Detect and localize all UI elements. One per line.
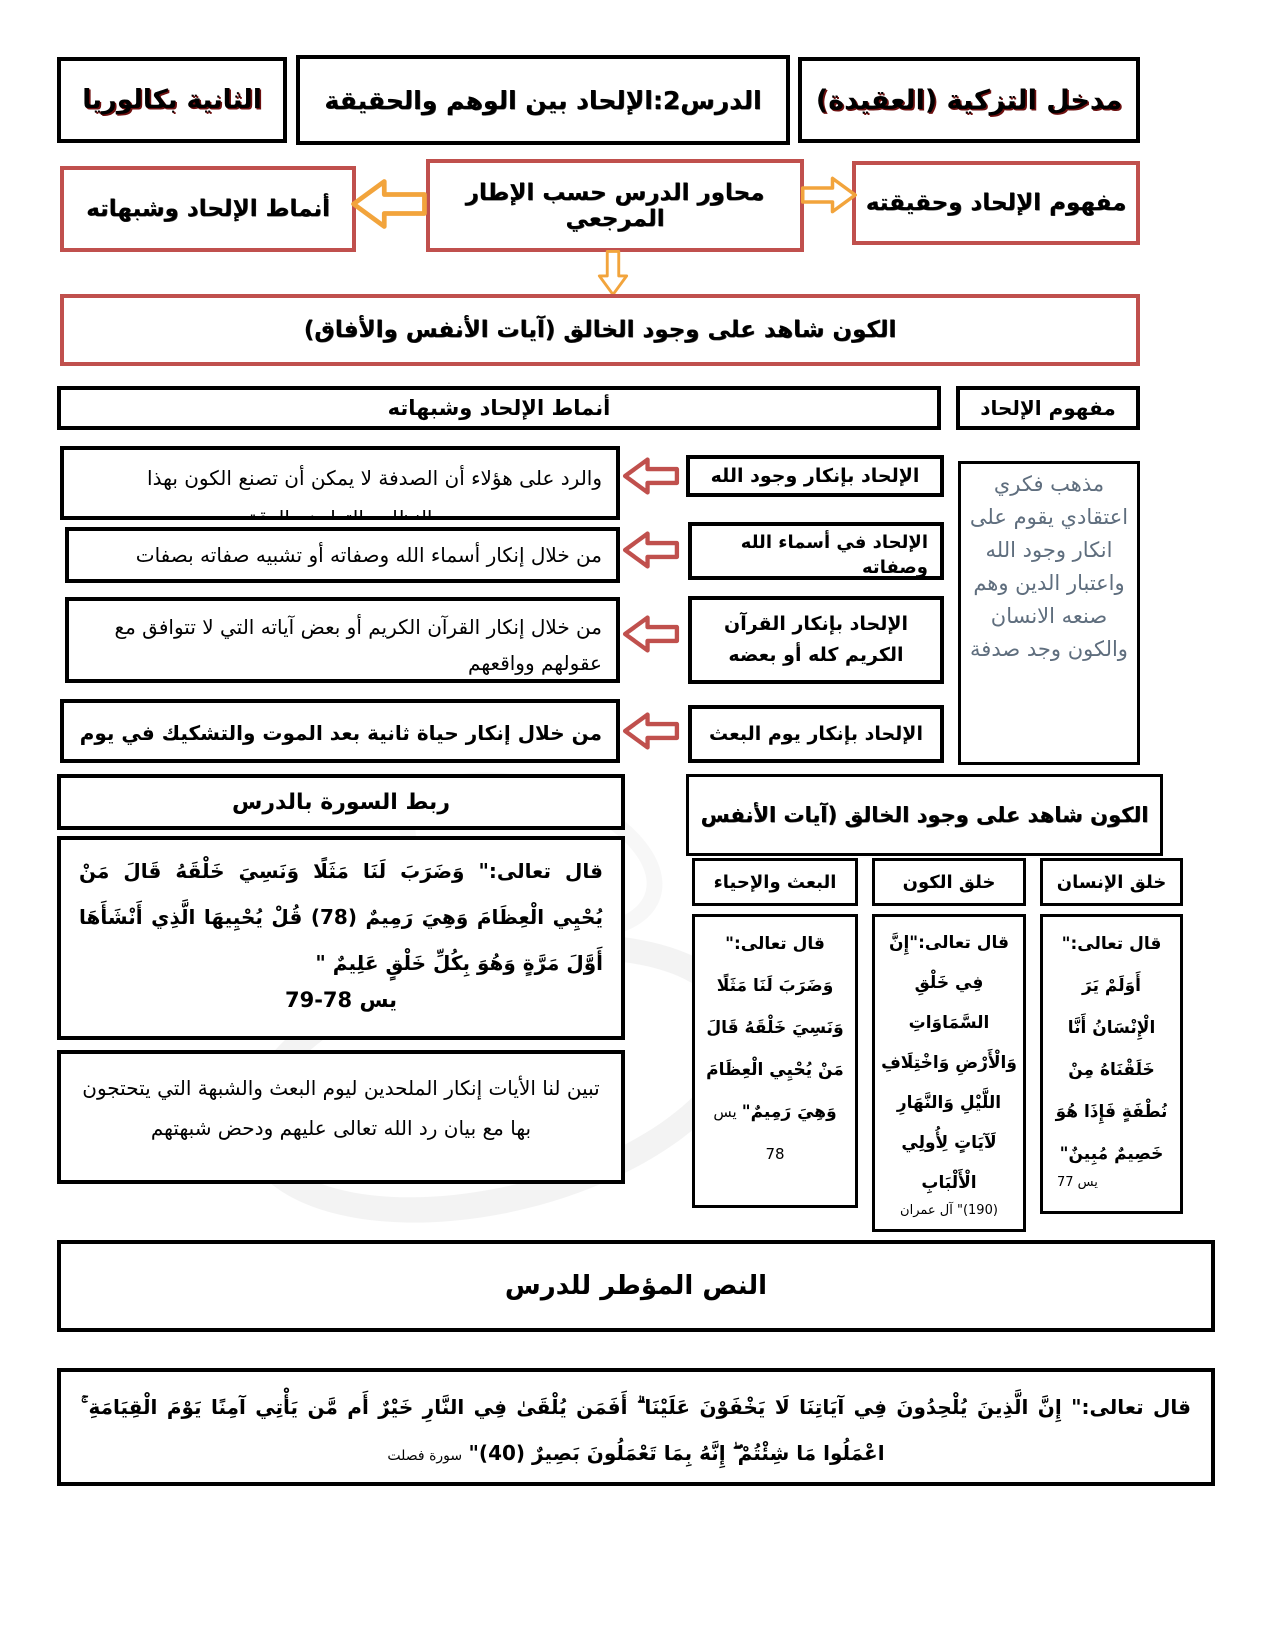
response-box: من خلال إنكار حياة ثانية بعد الموت والتش… [60,699,620,763]
surah-link-title: ربط السورة بالدرس [232,789,450,815]
atheism-definition-text: مذهب فكري اعتقادي يقوم على انكار وجود ال… [969,472,1129,661]
column-header-human: خلق الإنسان [1040,858,1183,906]
response-box: من خلال إنكار القرآن الكريم أو بعض آياته… [65,597,620,683]
framed-text-header: النص المؤطر للدرس [57,1240,1215,1332]
surah-link-header: ربط السورة بالدرس [57,774,625,830]
response-arrow-icon [622,712,680,750]
axes-center-label: محاور الدرس حسب الإطار المرجعي [465,179,765,232]
column-verse-ref: يس 78 [713,1103,785,1163]
column-title: خلق الإنسان [1056,871,1167,893]
atheism-type-box: الإلحاد بإنكار يوم البعث [688,705,944,763]
concept-section-header: مفهوم الإلحاد [956,386,1140,430]
patterns-section-header: أنماط الإلحاد وشبهاته [57,386,941,430]
atheism-definition-box: مذهب فكري اعتقادي يقوم على انكار وجود ال… [958,461,1140,765]
axes-left-box: أنماط الإلحاد وشبهاته [60,166,356,252]
framed-text-title: النص المؤطر للدرس [504,1271,768,1301]
axes-left-label: أنماط الإلحاد وشبهاته [86,196,330,222]
response-text: والرد على هؤلاء أن الصدفة لا يمكن أن تصن… [147,466,602,490]
column-verse-text: قال تعالى:" وَضَرَبَ لَنَا مَثَلًا وَنَس… [706,934,844,1122]
explanation-text: تبين لنا الأيات إنكار الملحدين ليوم البع… [82,1076,600,1140]
framed-verse-box: قال تعالى:" إِنَّ الَّذِينَ يُلْحِدُونَ … [57,1368,1215,1486]
column-verse-text: قال تعالى:" أَوَلَمْ يَرَ الْإِنْسَانُ أ… [1055,934,1168,1164]
lesson-title: الدرس2:الإلحاد بين الوهم والحقيقة [324,85,762,115]
column-verse-text: قال تعالى:"إِنَّ فِي خَلْقِ السَّمَاوَات… [881,933,1017,1193]
cosmos-banner-box: الكون شاهد على وجود الخالق (آيات الأنفس [686,774,1163,856]
atheism-type-box: الإلحاد بإنكار وجود الله [686,455,944,497]
column-verse-universe: قال تعالى:"إِنَّ فِي خَلْقِ السَّمَاوَات… [872,914,1026,1232]
response-box: من خلال إنكار أسماء الله وصفاته أو تشبيه… [65,527,620,583]
patterns-section-title: أنماط الإلحاد وشبهاته [387,396,611,420]
atheism-type-label: الإلحاد بإنكار وجود الله [710,465,920,487]
axes-center-box: محاور الدرس حسب الإطار المرجعي [426,159,804,252]
column-title: خلق الكون [902,871,996,893]
axes-right-box: مفهوم الإلحاد وحقيقته [852,161,1140,245]
response-text: من خلال إنكار حياة ثانية بعد الموت والتش… [79,721,602,745]
response-text: من خلال إنكار القرآن الكريم أو بعض آياته… [114,615,602,675]
flow-arrow-right-icon [801,172,857,218]
column-verse-human: قال تعالى:" أَوَلَمْ يَرَ الْإِنْسَانُ أ… [1040,914,1183,1214]
module-label: مدخل التزكية (العقيدة) [815,84,1123,116]
atheism-type-label: الإلحاد بإنكار القرآن الكريم كله أو بعضه [724,613,908,666]
column-header-universe: خلق الكون [872,858,1026,906]
column-title: البعث والإحياء [713,871,837,893]
surah-verse-text: قال تعالى:" وَضَرَبَ لَنَا مَثَلًا وَنَس… [79,859,603,975]
level-label: الثانية بكالوريا [82,85,262,115]
axes-right-label: مفهوم الإلحاد وحقيقته [865,190,1127,216]
column-verse-resurrection: قال تعالى:" وَضَرَبَ لَنَا مَثَلًا وَنَس… [692,914,858,1208]
response-text-clipped: النظام والتوازن والدقة [247,506,433,520]
atheism-type-label: الإلحاد بإنكار يوم البعث [709,723,923,745]
atheism-type-box: الإلحاد في أسماء الله وصفاته [688,522,944,580]
lesson-title-box: الدرس2:الإلحاد بين الوهم والحقيقة [296,55,790,145]
response-box: والرد على هؤلاء أن الصدفة لا يمكن أن تصن… [60,446,620,520]
response-arrow-icon [622,457,680,495]
surah-verse-ref: يس 78-79 [284,988,398,1012]
response-arrow-icon [622,615,680,653]
concept-section-title: مفهوم الإلحاد [980,396,1116,420]
atheism-type-box: الإلحاد بإنكار القرآن الكريم كله أو بعضه [688,596,944,684]
framed-verse-text: قال تعالى:" إِنَّ الَّذِينَ يُلْحِدُونَ … [81,1395,1191,1465]
module-box: مدخل التزكية (العقيدة) [798,57,1140,143]
column-verse-ref: يس 77 [1057,1175,1098,1190]
response-arrow-icon [622,531,680,569]
explanation-box: تبين لنا الأيات إنكار الملحدين ليوم البع… [57,1050,625,1184]
column-header-resurrection: البعث والإحياء [692,858,858,906]
atheism-type-label: الإلحاد في أسماء الله وصفاته [740,532,928,578]
universe-banner-box: الكون شاهد على وجود الخالق (آيات الأنفس … [60,294,1140,366]
response-text: من خلال إنكار أسماء الله وصفاته أو تشبيه… [135,543,602,567]
column-verse-ref: (190)" آل عمران [900,1203,998,1218]
framed-verse-ref: سورة فصلت [387,1448,463,1464]
universe-banner-label: الكون شاهد على وجود الخالق (آيات الأنفس … [303,317,897,343]
surah-verse-box: قال تعالى:" وَضَرَبَ لَنَا مَثَلًا وَنَس… [57,836,625,1040]
flow-arrow-left-icon [350,178,428,230]
level-box: الثانية بكالوريا [57,57,287,143]
cosmos-banner-label: الكون شاهد على وجود الخالق (آيات الأنفس [700,803,1149,827]
response-text-clipped: البعث [78,753,602,759]
flow-arrow-down-icon [592,250,634,296]
